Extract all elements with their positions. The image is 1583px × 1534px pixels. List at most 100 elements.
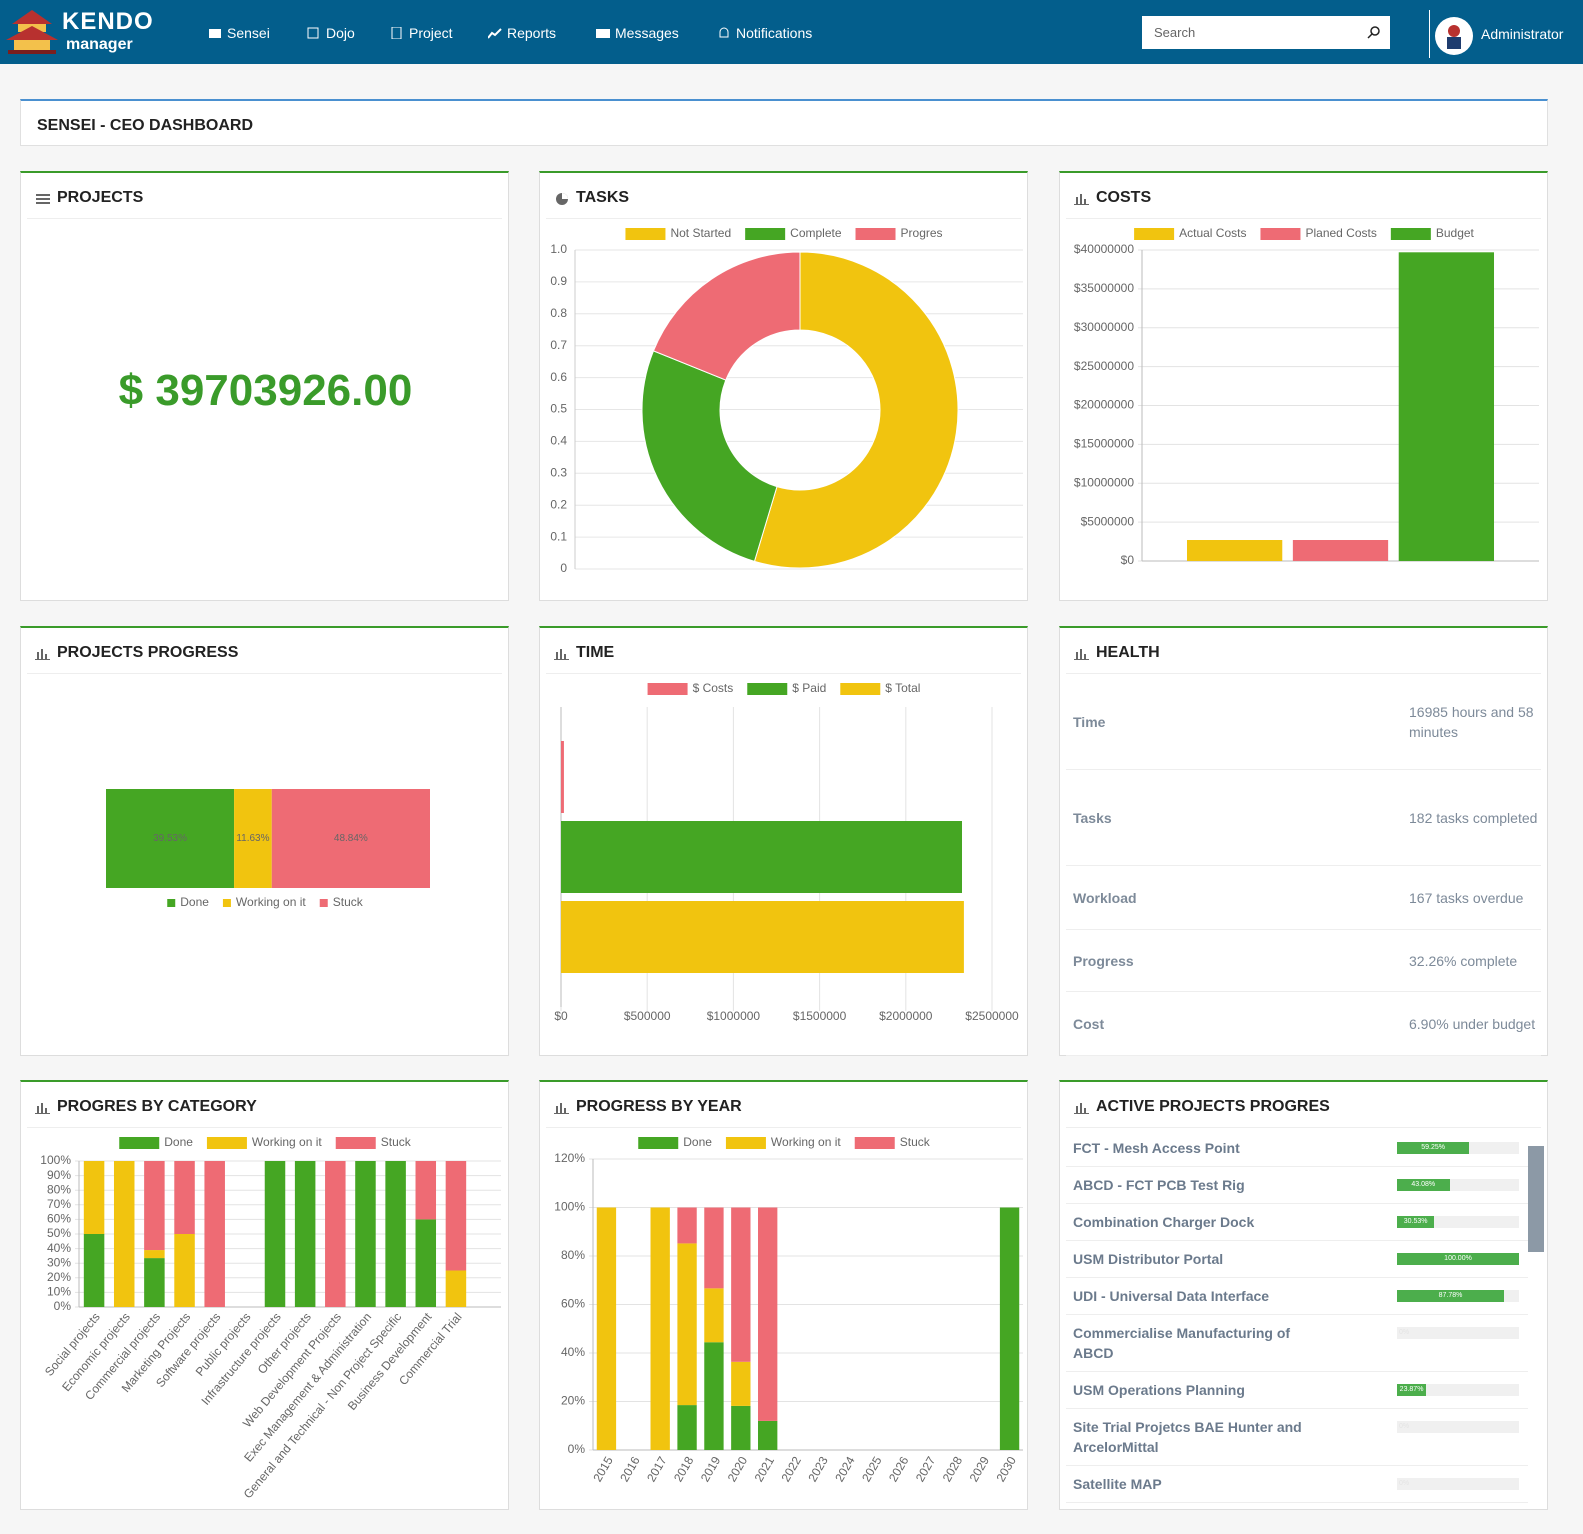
y-tick-label: 0%	[568, 1442, 586, 1456]
separator	[546, 673, 1021, 674]
project-row[interactable]: ABCD - FCT PCB Test Rig 43.08%	[1066, 1167, 1528, 1204]
progress-track: 87.78%	[1397, 1290, 1519, 1302]
legend-label: Progres	[901, 226, 943, 240]
bar	[294, 1161, 316, 1307]
project-row[interactable]: Site Trial Projetcs BAE Hunter and Arcel…	[1066, 1409, 1528, 1466]
project-row[interactable]: PSM 825 Build9.1	[1066, 1503, 1528, 1508]
progress-bar	[1397, 1290, 1505, 1302]
bar	[1186, 540, 1283, 561]
health-label: Tasks	[1073, 809, 1112, 826]
nav-label: Notifications	[736, 25, 813, 41]
donut-slice	[753, 251, 959, 569]
y-tick-label: 70%	[47, 1197, 71, 1211]
project-name[interactable]: Site Trial Projetcs BAE Hunter and Arcel…	[1073, 1419, 1302, 1455]
progress-label: 0%	[1398, 1423, 1410, 1430]
project-name[interactable]: Satellite MAP	[1073, 1476, 1162, 1492]
project-name[interactable]: UDI - Universal Data Interface	[1073, 1288, 1270, 1304]
donut-slice	[641, 350, 778, 562]
chart: 0%20%40%60%80%100%120%2015 2016 2017 2018 20…	[554, 1135, 1023, 1484]
bar	[83, 1234, 105, 1307]
legend-swatch	[222, 899, 231, 907]
scrollbar-thumb[interactable]	[1528, 1146, 1544, 1252]
y-tick-label: 0.8	[550, 306, 567, 320]
y-tick-label: 50%	[47, 1226, 71, 1240]
legend-label: Working on it	[236, 895, 306, 909]
legend-swatch	[725, 1137, 766, 1149]
panel-title: TASKS	[554, 189, 629, 207]
health-label: Cost	[1073, 1015, 1105, 1032]
project-row[interactable]: Commercialise Manufacturing of ABCD 0%	[1066, 1315, 1528, 1372]
x-tick-label: $2000000	[879, 1009, 933, 1023]
y-tick-label: 80%	[47, 1182, 71, 1196]
legend-label: Working on it	[252, 1135, 322, 1149]
avatar[interactable]	[1434, 16, 1474, 56]
search-input[interactable]: Search	[1142, 16, 1390, 49]
bar	[1398, 252, 1495, 561]
user-name[interactable]: Administrator	[1481, 26, 1564, 42]
bar	[677, 1207, 697, 1244]
legend: Not Started Complete Progres	[625, 226, 943, 240]
y-tick-label: 120%	[554, 1151, 585, 1165]
health-value: 32.26% complete	[1409, 952, 1518, 969]
x-tick-label: 2030	[993, 1454, 1019, 1484]
project-row[interactable]: Combination Charger Dock 30.53%	[1066, 1204, 1528, 1241]
nav-item[interactable]: Dojo	[307, 25, 355, 41]
legend-label: Budget	[1436, 226, 1475, 240]
y-tick-label: 40%	[561, 1345, 585, 1359]
chart: 0%10%20%30%40%50%60%70%80%90%100%Social …	[40, 1135, 501, 1501]
x-tick-label: $2500000	[965, 1009, 1019, 1023]
progress-label: 100.00%	[1444, 1255, 1472, 1262]
legend-swatch	[840, 683, 881, 695]
x-tick-label: 2027	[913, 1454, 939, 1484]
y-tick-label: 100%	[40, 1153, 71, 1167]
bar	[113, 1161, 135, 1307]
health-value: 182 tasks completed	[1409, 809, 1538, 826]
logo-text: KENDO	[62, 8, 154, 35]
title-text: TASKS	[576, 189, 630, 206]
project-name[interactable]: Commercialise Manufacturing of ABCD	[1073, 1325, 1291, 1361]
nav-label: Messages	[615, 25, 679, 41]
bar	[144, 1258, 165, 1307]
bar	[106, 789, 235, 888]
legend-label: Stuck	[333, 895, 364, 909]
panel-title: PROGRES BY CATEGORY	[35, 1098, 257, 1116]
project-name[interactable]: Combination Charger Dock	[1073, 1214, 1255, 1230]
divider	[1429, 10, 1430, 58]
x-tick-label: 2020	[725, 1454, 751, 1484]
nav-label: Dojo	[326, 25, 355, 41]
project-name[interactable]: ABCD - FCT PCB Test Rig	[1073, 1177, 1245, 1193]
donut-slice	[652, 251, 801, 381]
project-name[interactable]: USM Distributor Portal	[1073, 1251, 1224, 1267]
project-row[interactable]: UDI - Universal Data Interface 87.78%	[1066, 1278, 1528, 1315]
x-tick-label: $1500000	[793, 1009, 847, 1023]
y-tick-label: 90%	[47, 1168, 71, 1182]
project-name[interactable]: FCT - Mesh Access Point	[1073, 1140, 1240, 1156]
bar	[204, 1161, 225, 1307]
nav-item[interactable]: Messages	[596, 25, 679, 41]
nav-item[interactable]: Reports	[488, 25, 556, 41]
project-name[interactable]: USM Operations Planning	[1073, 1382, 1245, 1398]
search-icon[interactable]	[1367, 26, 1380, 39]
y-tick-label: 0.1	[550, 529, 567, 543]
legend-label: Not Started	[670, 226, 731, 240]
project-row[interactable]: USM Operations Planning 23.87%	[1066, 1372, 1528, 1409]
nav-label: Project	[409, 25, 453, 41]
nav-item[interactable]: Notifications	[717, 25, 812, 41]
project-list[interactable]: FCT - Mesh Access Point 59.25% ABCD - FCT …	[1066, 1130, 1528, 1508]
y-tick-label: 0.5	[550, 402, 567, 416]
progress-bar	[1397, 1216, 1435, 1228]
separator	[27, 1127, 502, 1128]
search-placeholder: Search	[1154, 25, 1196, 40]
legend-label: Actual Costs	[1179, 226, 1246, 240]
x-tick-label: 2023	[805, 1454, 831, 1484]
nav-item[interactable]: Sensei	[208, 25, 270, 41]
project-row[interactable]: Satellite MAP 0%	[1066, 1466, 1528, 1503]
y-tick-label: $20000000	[1074, 398, 1134, 412]
legend-label: Done	[180, 895, 209, 909]
progress-track: 59.25%	[1397, 1142, 1519, 1154]
nav-item[interactable]: Project	[390, 25, 453, 41]
y-tick-label: 0.6	[550, 370, 567, 384]
project-row[interactable]: FCT - Mesh Access Point 59.25%	[1066, 1130, 1528, 1167]
project-row[interactable]: USM Distributor Portal 100.00%	[1066, 1241, 1528, 1278]
panel-title: PROGRESS BY YEAR	[554, 1098, 742, 1116]
